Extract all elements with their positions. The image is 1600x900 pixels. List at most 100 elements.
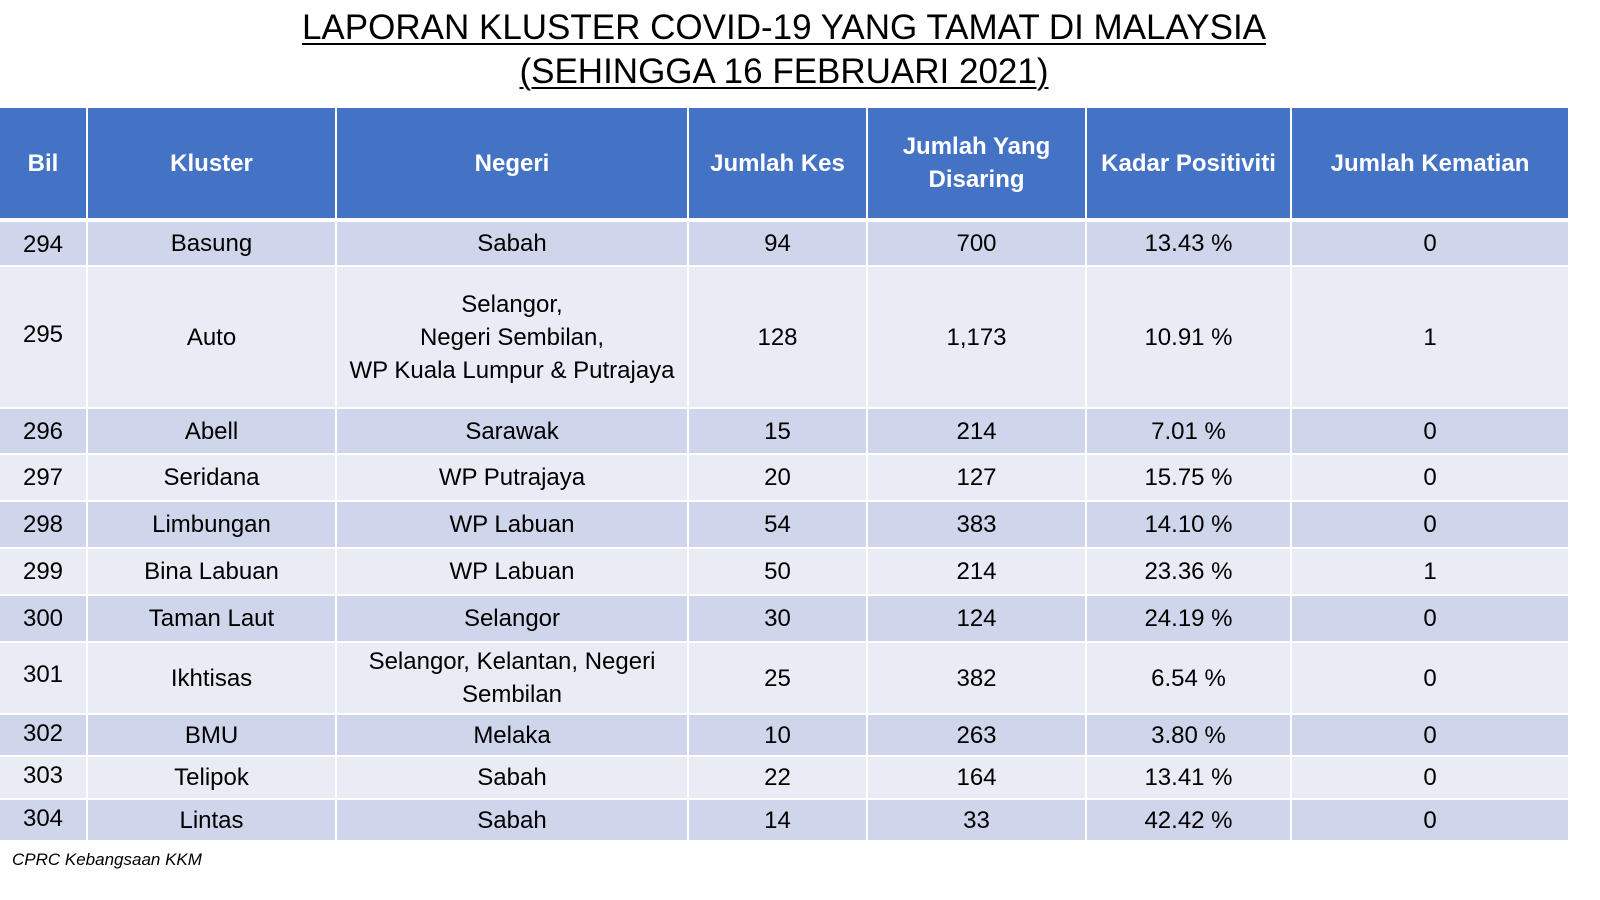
header-jumlah-kematian: Jumlah Kematian xyxy=(1291,108,1568,222)
cell-jumlah-kes: 14 xyxy=(688,799,868,842)
cell-kadar-positiviti: 13.41 % xyxy=(1086,756,1292,800)
cell-negeri: Sabah xyxy=(336,799,689,842)
cell-kadar-positiviti: 14.10 % xyxy=(1086,501,1292,549)
cell-jumlah-disaring: 33 xyxy=(867,799,1087,842)
cell-jumlah-kes: 128 xyxy=(688,266,868,409)
header-kadar-positiviti: Kadar Positiviti xyxy=(1086,108,1292,222)
cell-jumlah-kes: 10 xyxy=(688,714,868,757)
cell-kluster: Auto xyxy=(87,266,337,409)
title-line-2: (SEHINGGA 16 FEBRUARI 2021) xyxy=(519,52,1049,91)
cell-kadar-positiviti: 3.80 % xyxy=(1086,714,1292,757)
cell-kluster: Seridana xyxy=(87,454,337,502)
cell-kluster: Lintas xyxy=(87,799,337,842)
cell-negeri: WP Putrajaya xyxy=(336,454,689,502)
table-row: 303 Telipok Sabah 22 164 13.41 % 0 xyxy=(0,756,1568,800)
report-title: LAPORAN KLUSTER COVID-19 YANG TAMAT DI M… xyxy=(0,6,1568,94)
cell-jumlah-kematian: 0 xyxy=(1291,642,1568,715)
cell-bil: 295 xyxy=(0,266,88,409)
cell-jumlah-disaring: 382 xyxy=(867,642,1087,715)
cell-jumlah-disaring: 700 xyxy=(867,220,1087,267)
cell-jumlah-disaring: 124 xyxy=(867,595,1087,643)
cell-bil: 300 xyxy=(0,595,88,643)
cell-kadar-positiviti: 13.43 % xyxy=(1086,220,1292,267)
cell-kadar-positiviti: 7.01 % xyxy=(1086,408,1292,455)
table-header-row: Bil Kluster Negeri Jumlah Kes Jumlah Yan… xyxy=(0,108,1568,222)
table-row: 301 Ikhtisas Selangor, Kelantan, Negeri … xyxy=(0,642,1568,715)
cell-bil: 298 xyxy=(0,501,88,549)
cell-bil: 304 xyxy=(0,799,88,842)
cell-jumlah-kematian: 1 xyxy=(1291,548,1568,596)
cell-jumlah-disaring: 214 xyxy=(867,408,1087,455)
cell-jumlah-kes: 50 xyxy=(688,548,868,596)
cell-bil: 301 xyxy=(0,642,88,715)
table-row: 297 Seridana WP Putrajaya 20 127 15.75 %… xyxy=(0,454,1568,502)
cell-negeri: Sabah xyxy=(336,220,689,267)
cell-jumlah-kes: 25 xyxy=(688,642,868,715)
cell-kluster: Ikhtisas xyxy=(87,642,337,715)
cell-negeri: WP Labuan xyxy=(336,501,689,549)
table-row: 302 BMU Melaka 10 263 3.80 % 0 xyxy=(0,714,1568,757)
cell-bil: 302 xyxy=(0,714,88,757)
cell-jumlah-kes: 94 xyxy=(688,220,868,267)
cell-jumlah-kematian: 0 xyxy=(1291,220,1568,267)
cell-jumlah-kematian: 1 xyxy=(1291,266,1568,409)
cell-jumlah-kematian: 0 xyxy=(1291,501,1568,549)
cell-jumlah-kematian: 0 xyxy=(1291,408,1568,455)
cell-bil: 297 xyxy=(0,454,88,502)
source-footer: CPRC Kebangsaan KKM xyxy=(12,850,202,869)
cell-jumlah-disaring: 164 xyxy=(867,756,1087,800)
cell-jumlah-kes: 15 xyxy=(688,408,868,455)
table-row: 294 Basung Sabah 94 700 13.43 % 0 xyxy=(0,220,1568,267)
cell-kluster: Basung xyxy=(87,220,337,267)
cell-kadar-positiviti: 6.54 % xyxy=(1086,642,1292,715)
table-row: 304 Lintas Sabah 14 33 42.42 % 0 xyxy=(0,799,1568,842)
cell-kluster: Limbungan xyxy=(87,501,337,549)
cell-jumlah-disaring: 383 xyxy=(867,501,1087,549)
cluster-table: Bil Kluster Negeri Jumlah Kes Jumlah Yan… xyxy=(0,108,1568,842)
cell-kluster: BMU xyxy=(87,714,337,757)
cell-negeri: Sarawak xyxy=(336,408,689,455)
header-bil: Bil xyxy=(0,108,88,222)
cell-kadar-positiviti: 23.36 % xyxy=(1086,548,1292,596)
cell-negeri: WP Labuan xyxy=(336,548,689,596)
cell-jumlah-kematian: 0 xyxy=(1291,756,1568,800)
cell-negeri: Selangor, Kelantan, Negeri Sembilan xyxy=(336,642,689,715)
header-kluster: Kluster xyxy=(87,108,337,222)
cell-jumlah-kematian: 0 xyxy=(1291,799,1568,842)
table-row: 298 Limbungan WP Labuan 54 383 14.10 % 0 xyxy=(0,501,1568,549)
cell-jumlah-kes: 30 xyxy=(688,595,868,643)
cell-jumlah-kes: 54 xyxy=(688,501,868,549)
cell-negeri: Selangor xyxy=(336,595,689,643)
cell-jumlah-kematian: 0 xyxy=(1291,714,1568,757)
table-row: 295 Auto Selangor, Negeri Sembilan, WP K… xyxy=(0,266,1568,409)
cell-bil: 303 xyxy=(0,756,88,800)
cell-kadar-positiviti: 10.91 % xyxy=(1086,266,1292,409)
table-row: 299 Bina Labuan WP Labuan 50 214 23.36 %… xyxy=(0,548,1568,596)
cell-jumlah-kes: 20 xyxy=(688,454,868,502)
cell-kluster: Taman Laut xyxy=(87,595,337,643)
cell-jumlah-disaring: 1,173 xyxy=(867,266,1087,409)
cell-kluster: Telipok xyxy=(87,756,337,800)
header-negeri: Negeri xyxy=(336,108,689,222)
cell-negeri: Melaka xyxy=(336,714,689,757)
cell-jumlah-disaring: 127 xyxy=(867,454,1087,502)
cell-kluster: Abell xyxy=(87,408,337,455)
cell-jumlah-kematian: 0 xyxy=(1291,454,1568,502)
cell-kadar-positiviti: 15.75 % xyxy=(1086,454,1292,502)
cell-jumlah-kes: 22 xyxy=(688,756,868,800)
table-row: 300 Taman Laut Selangor 30 124 24.19 % 0 xyxy=(0,595,1568,643)
cell-kadar-positiviti: 42.42 % xyxy=(1086,799,1292,842)
header-jumlah-kes: Jumlah Kes xyxy=(688,108,868,222)
table-row: 296 Abell Sarawak 15 214 7.01 % 0 xyxy=(0,408,1568,455)
cell-kluster: Bina Labuan xyxy=(87,548,337,596)
cell-jumlah-disaring: 214 xyxy=(867,548,1087,596)
cell-bil: 294 xyxy=(0,220,88,267)
cell-negeri: Sabah xyxy=(336,756,689,800)
cell-bil: 296 xyxy=(0,408,88,455)
title-line-1: LAPORAN KLUSTER COVID-19 YANG TAMAT DI M… xyxy=(301,8,1267,47)
cell-bil: 299 xyxy=(0,548,88,596)
cell-jumlah-disaring: 263 xyxy=(867,714,1087,757)
cell-jumlah-kematian: 0 xyxy=(1291,595,1568,643)
cell-kadar-positiviti: 24.19 % xyxy=(1086,595,1292,643)
cell-negeri: Selangor, Negeri Sembilan, WP Kuala Lump… xyxy=(336,266,689,409)
